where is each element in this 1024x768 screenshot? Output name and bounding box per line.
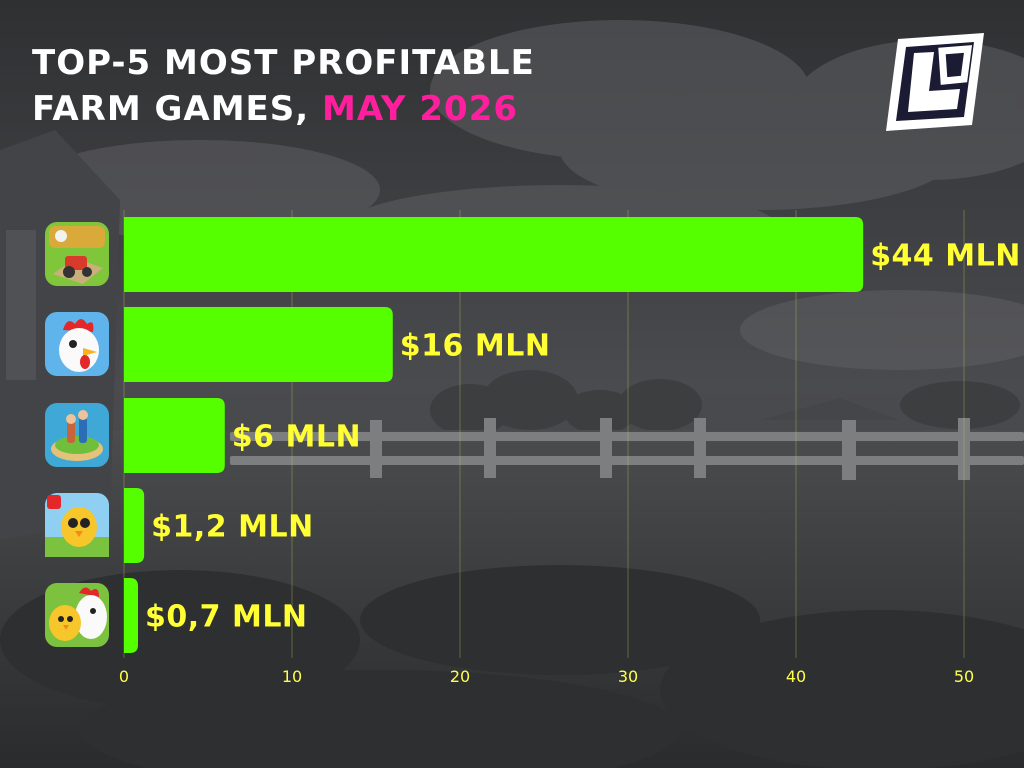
chick-and-rooster-game-icon <box>45 583 109 647</box>
farm-island-game-icon <box>45 403 109 467</box>
distant-trees <box>430 370 1020 436</box>
x-axis-ticks: 0 10 20 30 40 50 <box>119 667 974 686</box>
value-label: $6 MLN <box>232 420 361 455</box>
grass-foreground <box>0 565 1024 768</box>
title-line-2-prefix: FARM GAMES, <box>32 89 310 129</box>
rooster-game-icon <box>45 312 109 376</box>
bar <box>124 217 864 292</box>
bar <box>124 398 225 473</box>
value-label: $0,7 MLN <box>145 600 308 635</box>
x-tick-label: 30 <box>618 667 638 686</box>
x-tick-label: 40 <box>786 667 806 686</box>
value-label: $1,2 MLN <box>151 510 314 545</box>
x-tick-label: 10 <box>282 667 302 686</box>
chart-title: TOP-5 MOST PROFITABLE FARM GAMES, MAY 20… <box>32 40 535 132</box>
farm-tractor-game-icon <box>45 222 109 286</box>
x-tick-label: 0 <box>119 667 129 686</box>
title-line-2: FARM GAMES, MAY 2026 <box>32 86 535 132</box>
title-accent-date: MAY 2026 <box>322 89 519 129</box>
value-labels: $44 MLN $16 MLN $6 MLN $1,2 MLN $0,7 MLN <box>145 239 1021 635</box>
bar <box>124 307 393 382</box>
value-label: $16 MLN <box>400 329 551 364</box>
chick-game-icon <box>45 493 109 557</box>
bar <box>124 488 145 563</box>
fence <box>230 418 1024 480</box>
brand-logo-icon <box>886 33 984 131</box>
bars <box>124 217 864 653</box>
bar <box>124 578 138 653</box>
x-tick-label: 50 <box>954 667 974 686</box>
title-line-1: TOP-5 MOST PROFITABLE <box>32 43 535 83</box>
category-icons <box>45 222 109 647</box>
x-tick-label: 20 <box>450 667 470 686</box>
value-label: $44 MLN <box>870 239 1021 274</box>
